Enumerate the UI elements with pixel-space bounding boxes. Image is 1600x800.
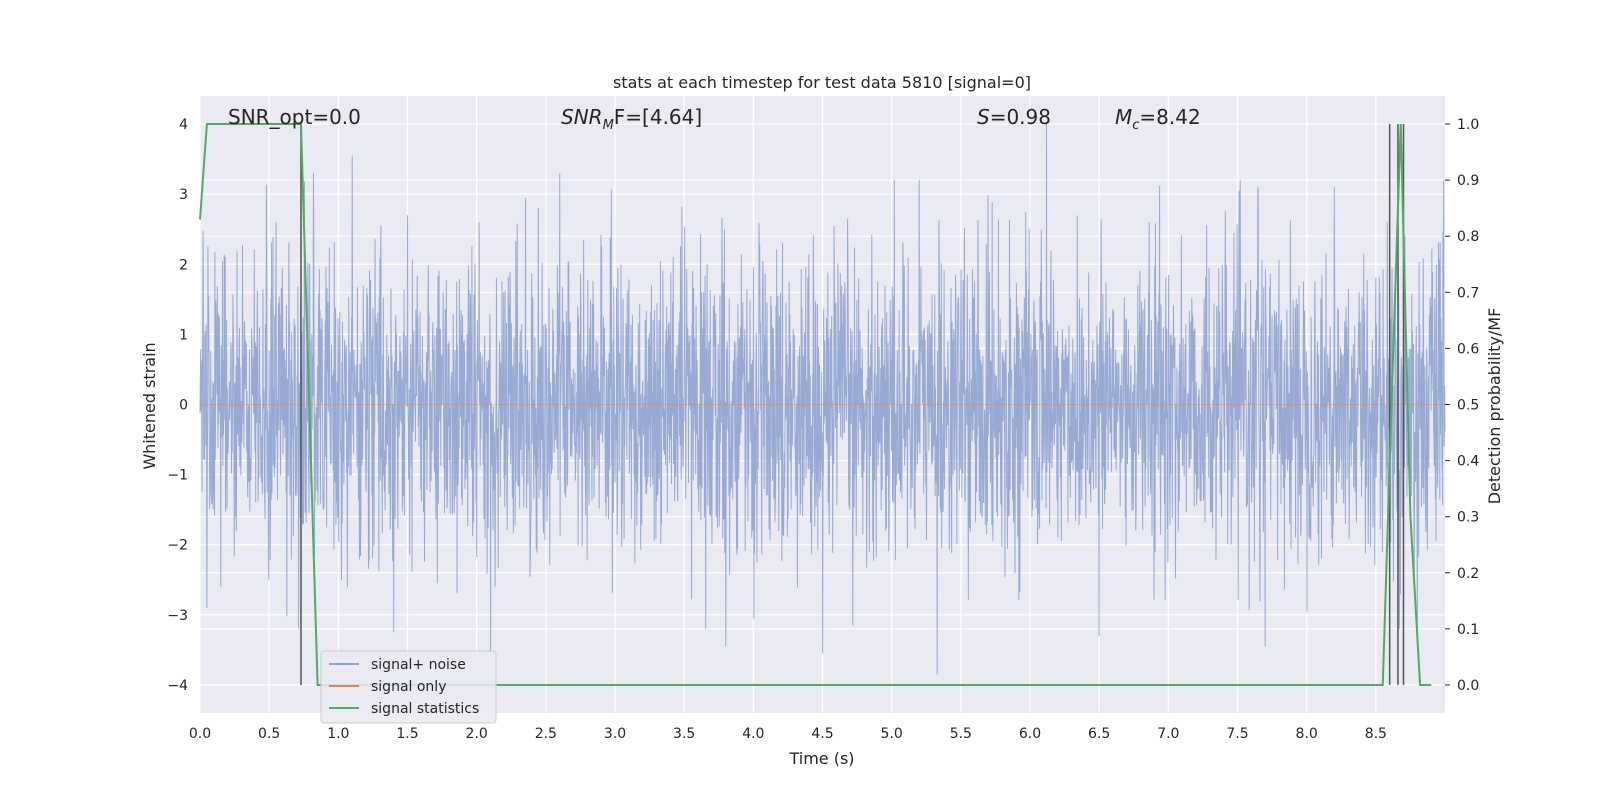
annotation-mc-main: M	[1115, 105, 1132, 129]
x-tick-label: 6.5	[1088, 726, 1110, 742]
x-tick-label: 7.0	[1157, 726, 1179, 742]
x-tick-label: 1.0	[327, 726, 349, 742]
right-y-tick-label: 0.1	[1457, 622, 1479, 638]
right-y-tick-label: 0.6	[1457, 341, 1479, 357]
right-y-tick-label: 0.9	[1457, 173, 1479, 189]
annotation-snr-mf: SNRMF=[4.64]	[561, 105, 702, 133]
y-tick-label: 0	[179, 398, 188, 414]
x-tick-label: 5.0	[881, 726, 903, 742]
annotation-snr-mf-main: SNR	[561, 105, 603, 129]
right-y-tick-label: 0.7	[1457, 285, 1479, 301]
x-tick-label: 0.5	[258, 726, 280, 742]
y-tick-label: 4	[179, 117, 188, 133]
annotation-mc: Mc=8.42	[1115, 105, 1201, 133]
annotation-snr-opt: SNR_opt=0.0	[228, 105, 361, 129]
y-tick-label: −3	[167, 608, 188, 624]
x-tick-label: 8.5	[1365, 726, 1387, 742]
legend-label-signal-only: signal only	[371, 679, 446, 695]
y-tick-label: 2	[179, 257, 188, 273]
y-tick-labels: 4 3 2 1 0 −1 −2 −3 −4	[167, 117, 188, 694]
right-y-tick-label: 0.3	[1457, 510, 1479, 526]
x-tick-labels: 0.0 0.5 1.0 1.5 2.0 2.5 3.0 3.5 4.0 4.5 5.0 5.5 6.0 6…	[189, 726, 1387, 742]
right-y-tick-labels: 1.0 0.9 0.8 0.7 0.6 0.5 0.4 0.3 0.2 0.1 0.0	[1445, 117, 1479, 694]
right-y-tick-label: 0.5	[1457, 398, 1479, 414]
x-tick-label: 3.5	[673, 726, 695, 742]
y-tick-label: 1	[179, 327, 188, 343]
right-y-tick-label: 0.0	[1457, 678, 1479, 694]
legend: signal+ noise signal only signal statist…	[320, 650, 497, 724]
x-tick-label: 1.5	[396, 726, 418, 742]
x-tick-label: 5.5	[950, 726, 972, 742]
x-tick-label: 4.5	[811, 726, 833, 742]
y-tick-label: −1	[167, 468, 188, 484]
y-tick-label: 3	[179, 187, 188, 203]
right-y-tick-label: 0.2	[1457, 566, 1479, 582]
annotation-snr-mf-sub: M	[603, 118, 614, 133]
legend-label-signal-statistics: signal statistics	[371, 701, 479, 717]
annotation-s-main: S	[977, 105, 990, 129]
x-tick-label: 0.0	[189, 726, 211, 742]
right-y-tick-label: 0.8	[1457, 229, 1479, 245]
line-signal-plus-noise	[199, 124, 1446, 675]
x-tick-label: 8.0	[1296, 726, 1318, 742]
legend-label-signal-plus-noise: signal+ noise	[371, 657, 466, 673]
annotation-s-rest: =0.98	[990, 105, 1051, 129]
x-axis-label: Time (s)	[788, 749, 854, 768]
x-tick-label: 4.0	[742, 726, 764, 742]
annotation-mc-sub: c	[1132, 118, 1139, 133]
right-y-axis-label: Detection probability/MF	[1485, 308, 1504, 505]
annotation-snr-mf-rest: F=[4.64]	[614, 105, 702, 129]
x-tick-label: 7.5	[1226, 726, 1248, 742]
x-tick-label: 6.0	[1019, 726, 1041, 742]
chart-title: stats at each timestep for test data 581…	[613, 73, 1031, 92]
x-tick-label: 2.0	[466, 726, 488, 742]
y-tick-label: −2	[167, 538, 188, 554]
annotation-mc-rest: =8.42	[1139, 105, 1200, 129]
x-tick-label: 2.5	[535, 726, 557, 742]
annotation-s: S=0.98	[977, 105, 1051, 129]
right-y-tick-label: 1.0	[1457, 117, 1479, 133]
x-tick-label: 3.0	[604, 726, 626, 742]
series-signal-plus-noise	[199, 124, 1446, 675]
y-tick-label: −4	[167, 678, 188, 694]
legend-box	[320, 650, 497, 724]
y-axis-label: Whitened strain	[140, 342, 159, 469]
right-y-tick-label: 0.4	[1457, 454, 1479, 470]
